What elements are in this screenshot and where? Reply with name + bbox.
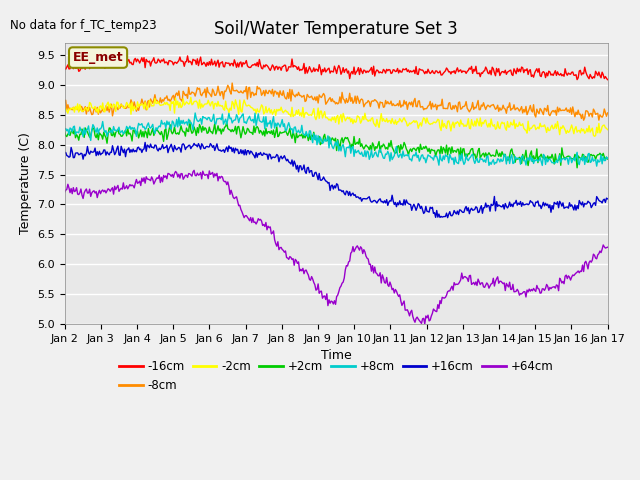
-16cm [356,72,364,77]
+64cm [61,190,68,195]
+2cm [323,138,331,144]
+16cm [385,199,393,205]
+64cm [323,291,331,297]
Text: EE_met: EE_met [73,51,124,64]
Line: +64cm: +64cm [65,170,607,324]
+64cm [604,244,611,250]
Title: Soil/Water Temperature Set 3: Soil/Water Temperature Set 3 [214,21,458,38]
+2cm [573,165,581,171]
-2cm [61,105,68,110]
+2cm [320,134,328,140]
X-axis label: Time: Time [321,349,351,362]
+2cm [61,128,68,134]
+16cm [444,215,451,220]
+64cm [421,321,429,327]
+2cm [385,140,393,146]
+8cm [592,157,600,163]
-2cm [187,95,195,100]
+16cm [141,140,149,145]
-8cm [385,101,393,107]
+2cm [507,148,515,154]
+8cm [356,151,364,156]
-16cm [507,67,515,73]
+64cm [593,256,600,262]
Line: +8cm: +8cm [65,113,607,166]
+64cm [320,293,328,299]
Line: +2cm: +2cm [65,120,607,168]
-16cm [323,68,331,73]
+64cm [385,284,393,289]
+8cm [593,163,600,169]
+8cm [507,154,515,160]
-16cm [320,69,328,74]
Line: -8cm: -8cm [65,83,607,120]
+8cm [323,137,331,143]
+16cm [323,179,331,184]
-2cm [507,120,515,125]
-8cm [323,100,331,106]
-16cm [604,77,611,83]
+64cm [190,168,198,173]
-2cm [604,127,611,132]
-8cm [356,100,364,106]
-8cm [507,108,515,113]
-16cm [592,69,600,74]
Line: -16cm: -16cm [65,56,607,80]
+2cm [593,153,600,159]
-16cm [184,53,191,59]
+8cm [61,127,68,133]
+8cm [604,156,611,161]
+8cm [385,151,393,157]
+2cm [356,136,364,142]
+2cm [186,118,193,123]
+16cm [320,174,328,180]
-8cm [593,111,600,117]
+16cm [356,196,364,202]
-16cm [385,67,393,72]
+2cm [604,156,611,162]
-8cm [61,100,68,106]
+16cm [61,151,68,156]
Line: -2cm: -2cm [65,97,607,136]
-2cm [356,115,364,121]
+16cm [604,196,611,202]
-2cm [320,112,328,118]
-2cm [593,124,600,130]
Text: No data for f_TC_temp23: No data for f_TC_temp23 [10,19,157,32]
-16cm [61,65,68,71]
-8cm [320,91,328,96]
-2cm [591,133,598,139]
-8cm [580,117,588,123]
-8cm [604,110,611,116]
+16cm [508,201,516,207]
-2cm [323,115,331,120]
Y-axis label: Temperature (C): Temperature (C) [19,132,31,234]
-2cm [385,118,393,123]
-8cm [228,80,236,86]
+8cm [320,139,328,145]
+64cm [508,287,516,292]
+16cm [593,194,600,200]
+8cm [191,110,199,116]
Legend: -16cm, -8cm, -2cm, +2cm, +8cm, +16cm, +64cm: -16cm, -8cm, -2cm, +2cm, +8cm, +16cm, +6… [115,356,558,397]
+64cm [356,247,364,253]
Line: +16cm: +16cm [65,143,607,217]
